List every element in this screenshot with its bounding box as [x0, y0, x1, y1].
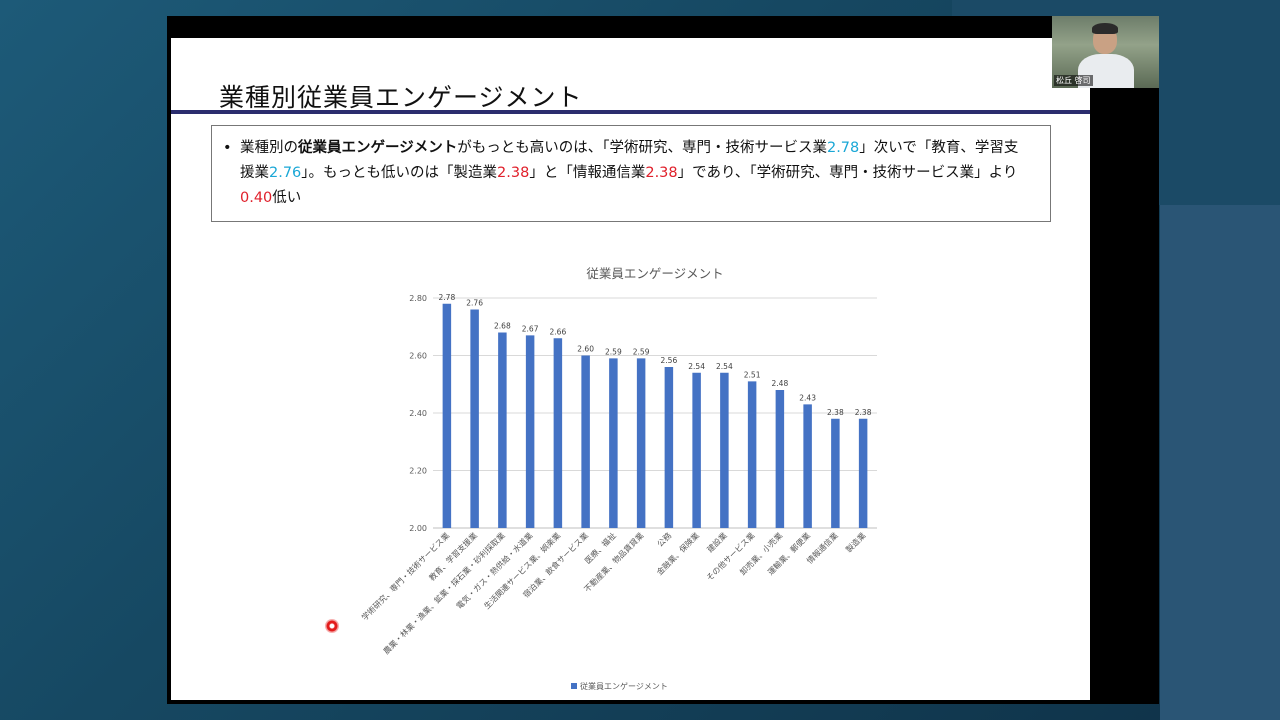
bar — [498, 332, 507, 528]
slide-title: 業種別従業員エンゲージメント — [219, 83, 583, 112]
bar — [775, 390, 785, 528]
bar — [720, 372, 729, 528]
title-divider — [171, 110, 1090, 114]
data-label: 2.56 — [661, 356, 678, 365]
x-tick-label: 製造業 — [843, 530, 867, 554]
bar — [470, 309, 479, 528]
participant-hair — [1092, 23, 1118, 34]
data-label: 2.38 — [855, 408, 872, 417]
bar — [609, 358, 618, 528]
bar — [553, 338, 563, 528]
data-label: 2.51 — [744, 370, 761, 379]
laser-pointer-icon — [325, 619, 339, 633]
data-label: 2.78 — [439, 293, 456, 302]
bar — [831, 418, 840, 528]
webcam-tile: 松丘 啓司 — [1052, 16, 1159, 88]
chart-title: 従業員エンゲージメント — [586, 266, 723, 281]
summary-text: 」。もっとも低いのは「製造業 — [301, 165, 498, 181]
y-tick-label: 2.40 — [409, 409, 427, 418]
legend-swatch — [571, 683, 577, 689]
bar — [525, 335, 535, 528]
data-label: 2.59 — [605, 347, 622, 356]
data-label: 2.60 — [577, 345, 594, 354]
x-tick-label: その他サービス業 — [704, 530, 756, 582]
bullet-mark: • — [223, 140, 232, 156]
data-label: 2.54 — [716, 362, 733, 371]
highlight-value: 2.76 — [269, 165, 302, 181]
presentation-slide: 業種別従業員エンゲージメント • 業種別の従業員エンゲージメントがもっとも高いの… — [171, 38, 1090, 700]
bar — [664, 367, 674, 528]
data-label: 2.43 — [799, 393, 816, 402]
summary-text: 」であり、「学術研究、専門・技術サービス業」より — [677, 165, 1018, 181]
participant-name: 松丘 啓司 — [1054, 75, 1093, 86]
background-panel — [1160, 205, 1280, 720]
x-tick-label: 建設業 — [705, 530, 729, 554]
summary-text: 」と「情報通信業 — [529, 165, 646, 181]
bar — [442, 303, 452, 528]
summary-text: 業種別の — [240, 140, 298, 156]
summary-emphasis: 従業員エンゲージメント — [298, 140, 458, 156]
highlight-value: 0.40 — [240, 190, 273, 206]
data-label: 2.38 — [827, 408, 844, 417]
data-label: 2.48 — [772, 379, 789, 388]
data-label: 2.54 — [688, 362, 705, 371]
data-label: 2.67 — [522, 324, 539, 333]
summary-text: 」次いで「教育、学習支援業 — [240, 140, 1019, 181]
highlight-value: 2.38 — [497, 165, 530, 181]
summary-text: 低い — [272, 190, 302, 206]
y-tick-label: 2.20 — [409, 467, 427, 476]
data-label: 2.59 — [633, 347, 650, 356]
bar — [747, 381, 757, 528]
bar — [581, 355, 590, 528]
bar — [803, 404, 812, 528]
bar — [858, 418, 868, 528]
bar — [636, 358, 646, 528]
highlight-value: 2.38 — [645, 165, 678, 181]
data-label: 2.76 — [466, 299, 483, 308]
y-tick-label: 2.60 — [409, 352, 427, 361]
x-tick-label: 農業・林業・漁業、鉱業・採石業・砂利採取業 — [381, 530, 507, 656]
highlight-value: 2.78 — [826, 140, 860, 156]
x-tick-label: 公務 — [655, 530, 673, 548]
bar — [692, 372, 701, 528]
legend-label: 従業員エンゲージメント — [580, 681, 668, 691]
data-label: 2.66 — [550, 327, 567, 336]
y-tick-label: 2.80 — [409, 294, 427, 303]
summary-box: • 業種別の従業員エンゲージメントがもっとも高いのは、「学術研究、専門・技術サー… — [211, 125, 1051, 222]
x-tick-label: 教育、学習支援業 — [427, 530, 479, 582]
summary-text: がもっとも高いのは、「学術研究、専門・技術サービス業 — [457, 140, 827, 156]
data-label: 2.68 — [494, 322, 511, 331]
y-tick-label: 2.00 — [409, 524, 427, 533]
